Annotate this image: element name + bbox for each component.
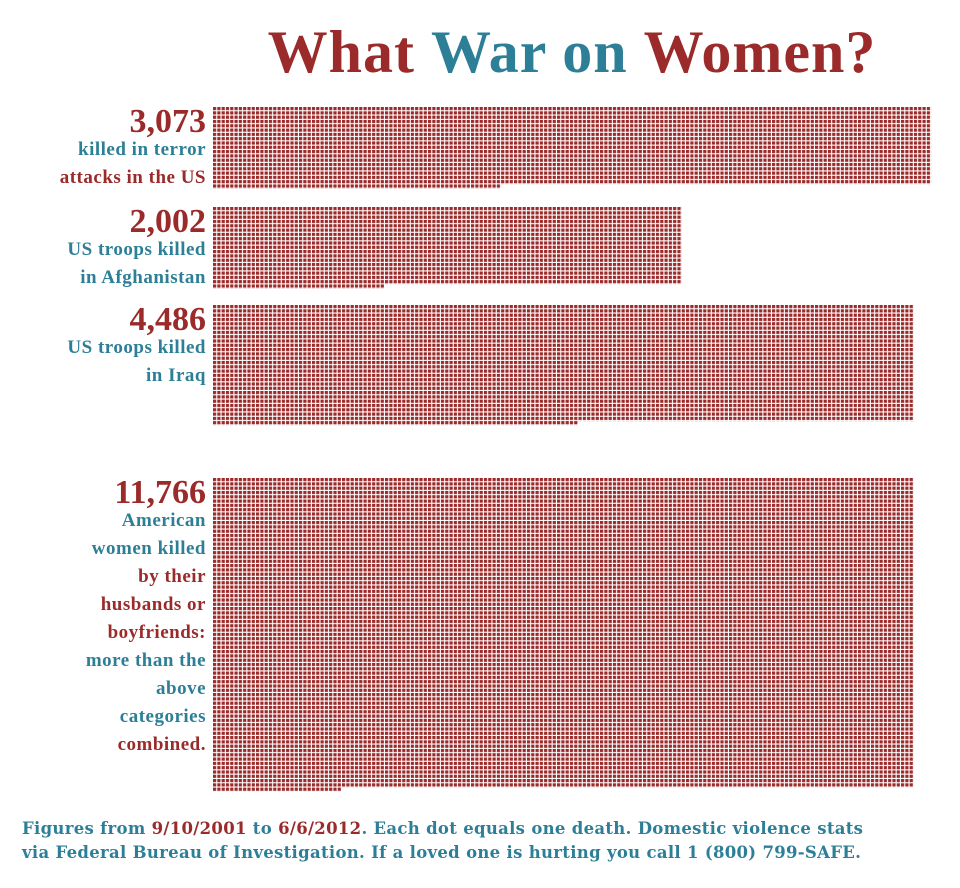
footer-text: to: [247, 819, 278, 838]
dot-block: [213, 478, 914, 792]
category-label: husbands or: [101, 594, 206, 615]
footer-line: Figures from 9/10/2001 to 6/6/2012. Each…: [22, 819, 863, 838]
footer-text: via Federal Bureau of Investigation. If …: [21, 843, 861, 862]
category-label: by their: [138, 566, 206, 587]
value-label: 3,073: [130, 103, 207, 140]
category-label: US troops killed: [67, 337, 206, 358]
dot-block: [213, 107, 932, 189]
title-word: Women?: [644, 19, 877, 85]
title-word: War: [431, 19, 546, 85]
category-label: categories: [120, 706, 206, 727]
dot-block: [213, 207, 682, 289]
title-word: What: [268, 19, 415, 85]
value-label: 2,002: [130, 203, 207, 240]
category-label: in Afghanistan: [80, 267, 206, 288]
footer-text: 9/10/2001: [152, 819, 247, 838]
category-label: above: [156, 678, 206, 699]
category-label: in Iraq: [146, 365, 206, 386]
footer-text: 6/6/2012: [278, 819, 361, 838]
footer-text: . Each dot equals one death. Domestic vi…: [361, 819, 863, 838]
value-label: 11,766: [114, 474, 206, 511]
category-label: killed in terror: [78, 139, 206, 160]
category-label: American: [122, 510, 206, 531]
chart-title: What War on Women?: [268, 19, 877, 85]
dot-block: [213, 305, 914, 426]
category-label: boyfriends:: [108, 622, 206, 643]
footer-text: Figures from: [22, 819, 152, 838]
category-label: US troops killed: [67, 239, 206, 260]
footer-line: via Federal Bureau of Investigation. If …: [21, 843, 861, 862]
title-word: on: [562, 19, 627, 85]
category-label: more than the: [86, 650, 206, 671]
category-label: attacks in the US: [60, 167, 206, 188]
category-label: combined.: [118, 734, 206, 755]
value-label: 4,486: [130, 301, 207, 338]
category-label: women killed: [92, 538, 206, 559]
